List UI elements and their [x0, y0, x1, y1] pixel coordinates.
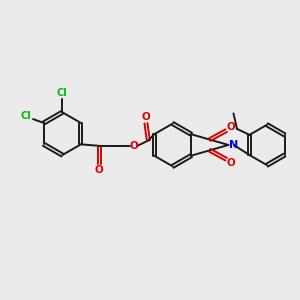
Text: O: O: [226, 158, 235, 168]
Text: O: O: [130, 141, 139, 151]
Text: N: N: [229, 140, 238, 150]
Text: O: O: [142, 112, 150, 122]
Text: Cl: Cl: [21, 110, 31, 121]
Text: O: O: [95, 165, 104, 175]
Text: O: O: [226, 122, 235, 132]
Text: Cl: Cl: [57, 88, 68, 98]
